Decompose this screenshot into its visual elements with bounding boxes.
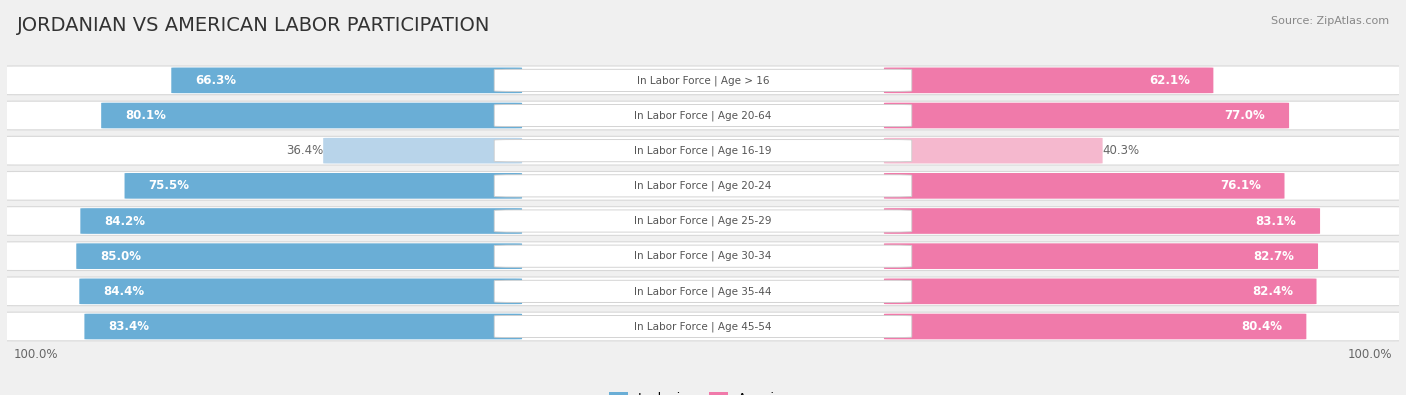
Text: 66.3%: 66.3% (195, 74, 236, 87)
FancyBboxPatch shape (3, 242, 1403, 271)
FancyBboxPatch shape (3, 66, 1403, 95)
Text: 40.3%: 40.3% (1102, 144, 1140, 157)
Text: 80.4%: 80.4% (1241, 320, 1282, 333)
Text: In Labor Force | Age 30-34: In Labor Force | Age 30-34 (634, 251, 772, 261)
Text: In Labor Force | Age 25-29: In Labor Force | Age 25-29 (634, 216, 772, 226)
Text: 62.1%: 62.1% (1149, 74, 1189, 87)
Text: 100.0%: 100.0% (1347, 348, 1392, 361)
FancyBboxPatch shape (495, 210, 912, 232)
FancyBboxPatch shape (84, 314, 522, 339)
FancyBboxPatch shape (884, 314, 1306, 339)
FancyBboxPatch shape (495, 280, 912, 303)
FancyBboxPatch shape (884, 173, 1285, 199)
FancyBboxPatch shape (495, 316, 912, 338)
FancyBboxPatch shape (3, 312, 1403, 341)
Text: 83.1%: 83.1% (1256, 214, 1296, 228)
Text: Source: ZipAtlas.com: Source: ZipAtlas.com (1271, 16, 1389, 26)
Text: 75.5%: 75.5% (148, 179, 190, 192)
FancyBboxPatch shape (495, 139, 912, 162)
FancyBboxPatch shape (3, 207, 1403, 235)
Text: 76.1%: 76.1% (1220, 179, 1261, 192)
Text: 84.4%: 84.4% (103, 285, 145, 298)
FancyBboxPatch shape (80, 208, 522, 234)
FancyBboxPatch shape (3, 171, 1403, 200)
FancyBboxPatch shape (172, 68, 522, 93)
FancyBboxPatch shape (3, 277, 1403, 306)
Text: In Labor Force | Age 16-19: In Labor Force | Age 16-19 (634, 145, 772, 156)
FancyBboxPatch shape (79, 278, 522, 304)
FancyBboxPatch shape (884, 278, 1316, 304)
FancyBboxPatch shape (125, 173, 522, 199)
Text: In Labor Force | Age 45-54: In Labor Force | Age 45-54 (634, 321, 772, 332)
FancyBboxPatch shape (3, 101, 1403, 130)
Text: In Labor Force | Age 20-24: In Labor Force | Age 20-24 (634, 181, 772, 191)
Text: 82.4%: 82.4% (1251, 285, 1294, 298)
Text: 82.7%: 82.7% (1254, 250, 1295, 263)
FancyBboxPatch shape (884, 243, 1317, 269)
FancyBboxPatch shape (76, 243, 522, 269)
Text: JORDANIAN VS AMERICAN LABOR PARTICIPATION: JORDANIAN VS AMERICAN LABOR PARTICIPATIO… (17, 16, 491, 35)
Text: 77.0%: 77.0% (1225, 109, 1265, 122)
FancyBboxPatch shape (884, 103, 1289, 128)
Text: 100.0%: 100.0% (14, 348, 59, 361)
Text: In Labor Force | Age 20-64: In Labor Force | Age 20-64 (634, 110, 772, 121)
Text: In Labor Force | Age > 16: In Labor Force | Age > 16 (637, 75, 769, 86)
Text: 83.4%: 83.4% (108, 320, 149, 333)
FancyBboxPatch shape (495, 175, 912, 197)
FancyBboxPatch shape (495, 245, 912, 267)
FancyBboxPatch shape (884, 68, 1213, 93)
Text: 80.1%: 80.1% (125, 109, 166, 122)
FancyBboxPatch shape (495, 69, 912, 91)
FancyBboxPatch shape (3, 136, 1403, 165)
FancyBboxPatch shape (884, 138, 1102, 164)
Text: 85.0%: 85.0% (100, 250, 141, 263)
Legend: Jordanian, American: Jordanian, American (609, 392, 797, 395)
FancyBboxPatch shape (884, 208, 1320, 234)
Text: 36.4%: 36.4% (285, 144, 323, 157)
FancyBboxPatch shape (101, 103, 522, 128)
Text: In Labor Force | Age 35-44: In Labor Force | Age 35-44 (634, 286, 772, 297)
Text: 84.2%: 84.2% (104, 214, 145, 228)
FancyBboxPatch shape (495, 104, 912, 126)
FancyBboxPatch shape (323, 138, 522, 164)
